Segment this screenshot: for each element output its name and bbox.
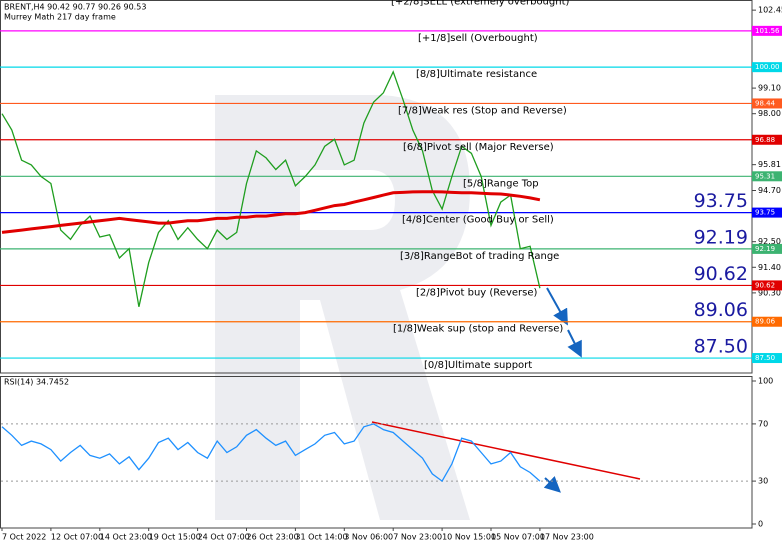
level-label: [2/8]Pivot buy (Reverse): [416, 287, 538, 298]
level-callout: 92.19: [694, 226, 748, 248]
level-tag: 96.88: [755, 136, 775, 144]
level-label: [+2/8]SELL (extremely overbought): [391, 0, 570, 8]
level-label: [4/8]Center (Good Buy or Sell): [402, 215, 554, 226]
rsi-panel-border: [0, 376, 753, 529]
x-tick-label: 7 Nov 23:00: [393, 533, 442, 542]
level-label: [3/8]RangeBot of trading Range: [400, 251, 559, 262]
y-tick-label: 94.70: [758, 186, 781, 195]
x-tick-label: 17 Nov 23:00: [540, 533, 594, 542]
level-tag-box: [752, 280, 782, 291]
arrow: [543, 475, 561, 493]
level-label: [1/8]Weak sup (stop and Reverse): [393, 324, 563, 335]
x-tick-label: 12 Oct 07:00: [51, 533, 103, 542]
level-tag-box: [752, 316, 782, 327]
level-tag: 98.44: [755, 99, 776, 107]
series-line: [1, 423, 541, 483]
x-tick-label: 14 Oct 23:00: [100, 533, 152, 542]
level-callout: 89.06: [694, 299, 748, 321]
y-tick-label: 98.00: [758, 109, 781, 118]
level-callout: 90.62: [694, 263, 748, 285]
level-tag-box: [752, 243, 782, 254]
x-tick-label: 3 Nov 06:00: [344, 533, 393, 542]
x-tick-label: 19 Oct 15:00: [149, 533, 201, 542]
y-tick-label: 0: [758, 520, 763, 529]
level-tag: 100.00: [755, 63, 780, 71]
level-tag-box: [752, 62, 782, 73]
level-tag: 90.62: [755, 281, 775, 289]
level-tag-box: [752, 171, 782, 182]
x-tick-label: 15 Nov 07:00: [491, 533, 545, 542]
x-tick-label: 7 Oct 2022: [2, 533, 46, 542]
level-tag: 89.06: [755, 318, 776, 326]
x-tick-label: 26 Oct 23:00: [247, 533, 299, 542]
level-callout: 87.50: [694, 336, 748, 358]
level-tag-box: [752, 207, 782, 218]
level-tag-box: [752, 134, 782, 145]
series-line: [1, 190, 541, 234]
level-label: [0/8]Ultimate support: [424, 360, 532, 371]
y-tick-label: 99.10: [758, 84, 781, 93]
arrow: [546, 287, 568, 326]
trend-line: [371, 421, 641, 480]
y-tick-label: 30: [758, 477, 768, 486]
y-tick-label: 100: [758, 377, 773, 386]
y-tick-label: 92.50: [758, 237, 781, 246]
level-label: [7/8]Weak res (Stop and Reverse): [398, 105, 567, 116]
chart-subtitle: Murrey Math 217 day frame: [4, 13, 116, 22]
level-tag: 101.56: [755, 27, 780, 35]
x-tick-label: 10 Nov 15:00: [442, 533, 496, 542]
main-panel-border: [0, 0, 753, 374]
series-line: [1, 70, 541, 307]
x-tick-label: 31 Oct 14:00: [295, 533, 347, 542]
level-tag-box: [752, 353, 782, 364]
level-label: [5/8]Range Top: [463, 178, 539, 189]
level-tag: 95.31: [755, 172, 775, 180]
level-callout: 93.75: [694, 190, 748, 212]
level-label: [6/8]Pivot sell (Major Reverse): [403, 142, 554, 153]
x-tick-label: 24 Oct 07:00: [198, 533, 250, 542]
rsi-title: RSI(14) 34.7452: [4, 378, 69, 387]
y-tick-label: 90.30: [758, 288, 781, 297]
y-tick-label: 95.81: [758, 160, 781, 169]
y-tick-label: 70: [758, 419, 768, 428]
plot-area: [0, 30, 752, 359]
level-tag: 87.50: [755, 354, 775, 362]
level-tag: 93.75: [755, 209, 775, 217]
level-label: [+1/8]sell (Overbought): [418, 33, 538, 44]
chart-title: BRENT,H4 90.42 90.77 90.26 90.53: [4, 3, 146, 12]
y-tick-label: 91.40: [758, 263, 781, 272]
y-tick-label: 102.45: [758, 6, 782, 15]
level-label: [8/8]Ultimate resistance: [416, 69, 537, 80]
watermark: [215, 95, 470, 520]
level-tag: 92.19: [755, 245, 775, 253]
arrow: [567, 329, 582, 358]
level-tag-box: [752, 98, 782, 109]
level-tag-box: [752, 25, 782, 36]
